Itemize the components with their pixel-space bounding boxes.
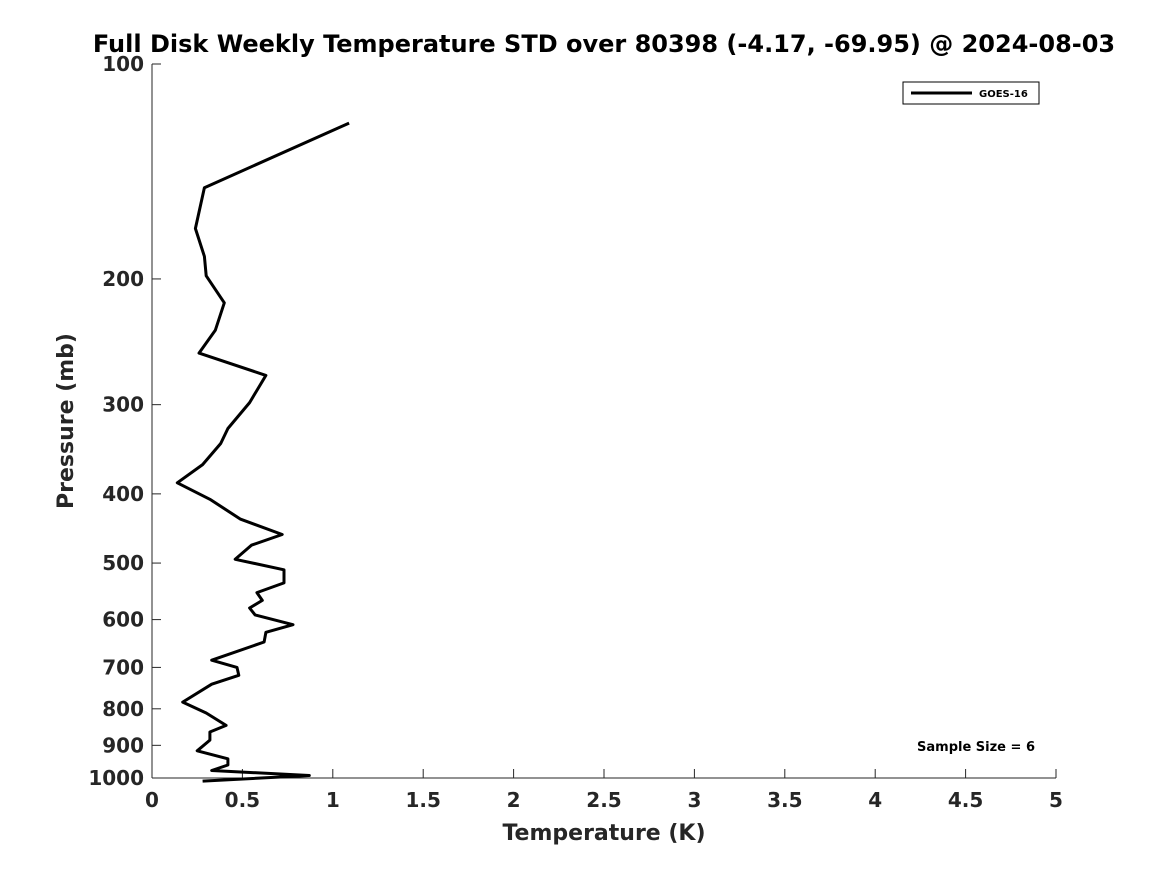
x-tick-label: 0.5 [225,788,260,812]
y-tick-label: 500 [102,551,144,575]
x-tick-label: 4.5 [948,788,983,812]
x-tick-label: 0 [145,788,159,812]
y-axis-label: Pressure (mb) [54,333,79,509]
series-group [175,121,350,783]
legend-label-goes-16: GOES-16 [979,89,1028,100]
x-tick-label: 1 [326,788,340,812]
x-axis-ticks: 0 0.5 1 1.5 2 2.5 3 3.5 4 4.5 5 [145,769,1063,812]
sample-size-annotation: Sample Size = 6 [917,740,1035,755]
y-tick-label: 900 [102,733,144,757]
y-axis-ticks: 100 200 300 400 500 600 700 800 900 1000 [88,52,161,790]
x-tick-label: 1.5 [405,788,440,812]
y-tick-label: 800 [102,697,144,721]
y-tick-label: 100 [102,52,144,76]
y-tick-label: 400 [102,482,144,506]
x-tick-label: 4 [868,788,882,812]
y-tick-label: 700 [102,655,144,679]
legend: GOES-16 [902,81,1040,105]
chart-title: Full Disk Weekly Temperature STD over 80… [93,30,1115,58]
series-line-goes-16 [175,121,350,783]
x-tick-label: 5 [1049,788,1063,812]
x-tick-label: 2 [507,788,521,812]
plot-area [152,64,1056,778]
x-axis-label: Temperature (K) [502,821,705,846]
x-tick-label: 2.5 [586,788,621,812]
y-tick-label: 600 [102,608,144,632]
x-tick-label: 3.5 [767,788,802,812]
y-tick-label: 200 [102,267,144,291]
y-tick-label: 1000 [88,766,144,790]
y-tick-label: 300 [102,393,144,417]
x-tick-label: 3 [687,788,701,812]
